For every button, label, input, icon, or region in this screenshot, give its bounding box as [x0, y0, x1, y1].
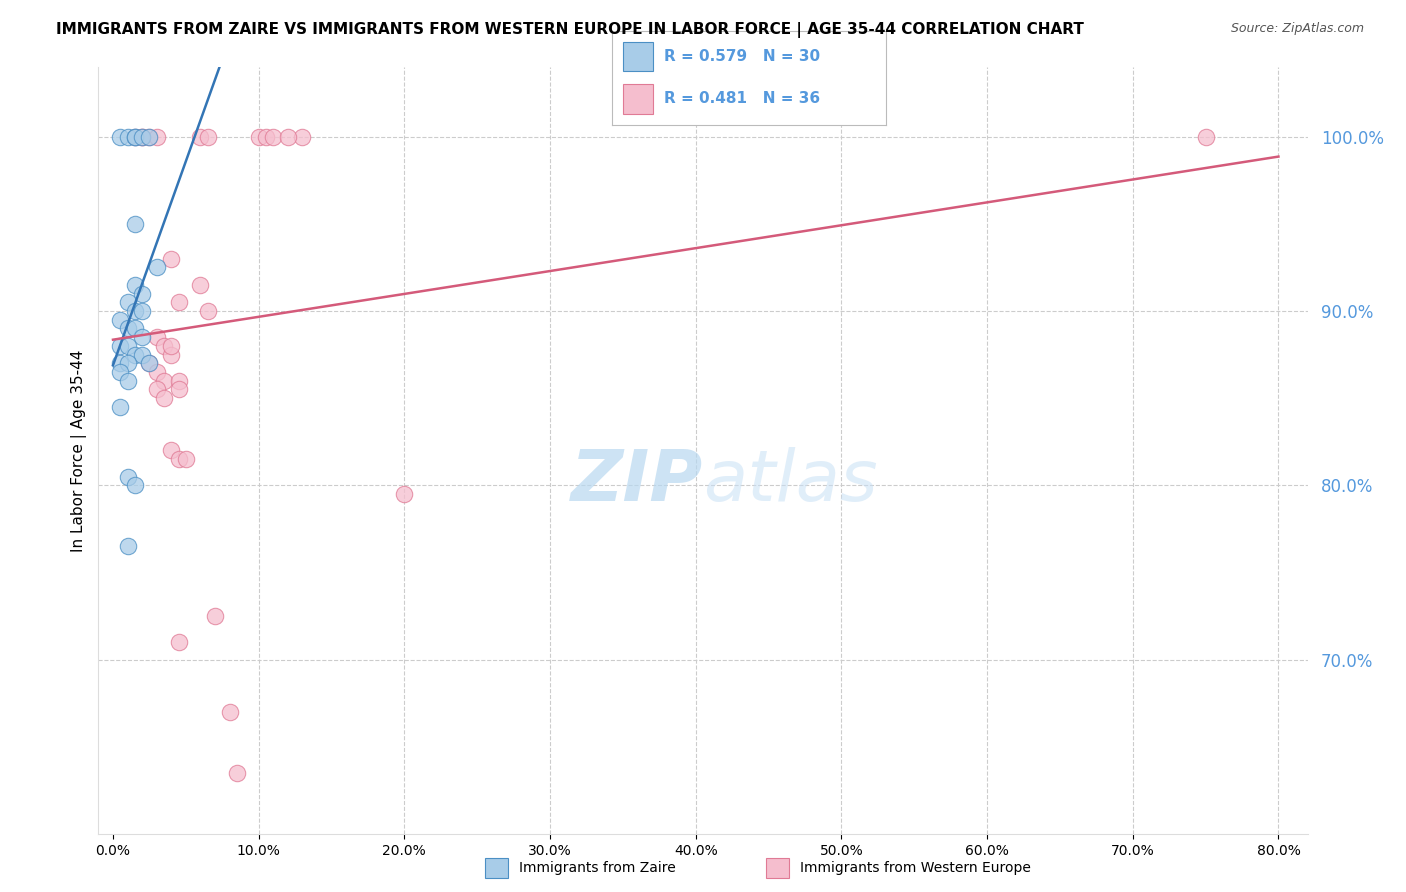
Point: [124, 348, 146, 362]
Text: atlas: atlas: [703, 447, 877, 516]
Point: [262, 129, 284, 144]
Text: R = 0.481   N = 36: R = 0.481 N = 36: [664, 91, 820, 106]
Point: [291, 129, 314, 144]
Point: [124, 129, 146, 144]
Point: [117, 129, 139, 144]
Point: [117, 295, 139, 310]
Point: [110, 129, 132, 144]
Text: IMMIGRANTS FROM ZAIRE VS IMMIGRANTS FROM WESTERN EUROPE IN LABOR FORCE | AGE 35-: IMMIGRANTS FROM ZAIRE VS IMMIGRANTS FROM…: [56, 22, 1084, 38]
Point: [197, 129, 219, 144]
Text: R = 0.579   N = 30: R = 0.579 N = 30: [664, 49, 820, 64]
Point: [145, 129, 167, 144]
Point: [131, 129, 153, 144]
Point: [204, 609, 226, 624]
Point: [131, 304, 153, 318]
Point: [218, 705, 240, 719]
Point: [225, 766, 247, 780]
Point: [167, 374, 190, 388]
Point: [167, 295, 190, 310]
Point: [110, 339, 132, 353]
Point: [190, 277, 212, 292]
Point: [153, 374, 176, 388]
Point: [197, 304, 219, 318]
Point: [124, 321, 146, 335]
Point: [138, 356, 160, 370]
Point: [160, 339, 183, 353]
Point: [138, 129, 160, 144]
Point: [153, 339, 176, 353]
Point: [247, 129, 270, 144]
Point: [110, 356, 132, 370]
Text: Immigrants from Western Europe: Immigrants from Western Europe: [800, 861, 1031, 875]
Point: [131, 330, 153, 344]
Point: [110, 400, 132, 414]
Point: [117, 339, 139, 353]
Point: [117, 374, 139, 388]
Point: [117, 539, 139, 553]
Text: ZIP: ZIP: [571, 447, 703, 516]
Point: [167, 635, 190, 649]
Point: [160, 252, 183, 266]
Point: [167, 383, 190, 397]
Point: [277, 129, 299, 144]
Point: [145, 260, 167, 275]
Point: [131, 286, 153, 301]
Y-axis label: In Labor Force | Age 35-44: In Labor Force | Age 35-44: [72, 350, 87, 551]
Point: [117, 469, 139, 483]
Point: [110, 365, 132, 379]
Point: [190, 129, 212, 144]
Point: [160, 348, 183, 362]
Point: [254, 129, 277, 144]
Point: [117, 321, 139, 335]
FancyBboxPatch shape: [623, 84, 652, 113]
Point: [110, 312, 132, 326]
Text: Source: ZipAtlas.com: Source: ZipAtlas.com: [1230, 22, 1364, 36]
Point: [131, 129, 153, 144]
Point: [124, 277, 146, 292]
Point: [167, 452, 190, 467]
FancyBboxPatch shape: [623, 42, 652, 71]
Point: [394, 487, 416, 501]
Point: [160, 443, 183, 458]
Point: [145, 383, 167, 397]
Point: [131, 129, 153, 144]
Point: [138, 129, 160, 144]
Point: [145, 365, 167, 379]
Point: [145, 330, 167, 344]
Point: [131, 348, 153, 362]
Point: [1194, 129, 1216, 144]
Text: Immigrants from Zaire: Immigrants from Zaire: [519, 861, 675, 875]
Point: [124, 304, 146, 318]
Point: [138, 356, 160, 370]
Point: [124, 129, 146, 144]
Point: [153, 391, 176, 405]
Point: [124, 478, 146, 492]
Point: [174, 452, 197, 467]
Point: [124, 129, 146, 144]
Point: [124, 217, 146, 231]
Point: [117, 356, 139, 370]
